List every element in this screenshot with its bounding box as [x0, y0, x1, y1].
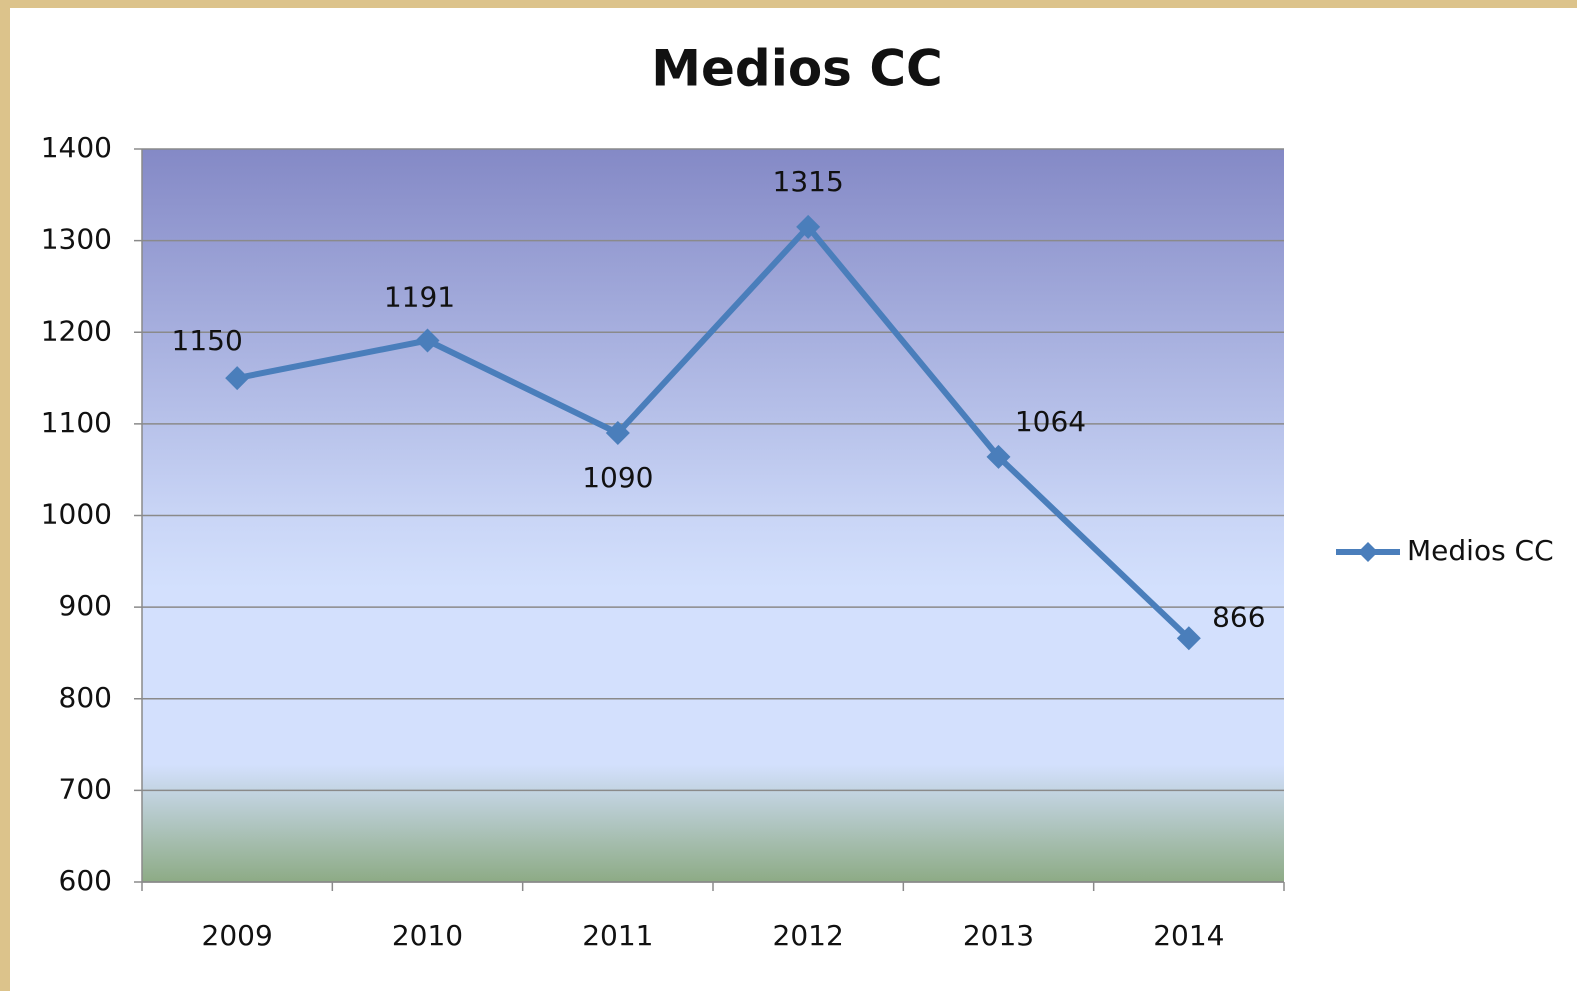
x-tick-label: 2014 [1153, 919, 1224, 952]
data-label: 1064 [1015, 405, 1086, 438]
data-label: 866 [1212, 600, 1265, 633]
data-label: 1191 [384, 280, 455, 313]
x-tick-label: 2009 [202, 919, 273, 952]
chart-title: Medios CC [651, 40, 943, 98]
marker [225, 366, 250, 391]
y-tick-label: 900 [59, 589, 112, 622]
marker [605, 421, 630, 446]
y-tick-label: 1000 [41, 498, 112, 531]
data-label: 1150 [172, 324, 243, 357]
marker [986, 444, 1011, 469]
marker [415, 328, 440, 353]
legend-label: Medios CC [1407, 534, 1554, 567]
y-tick-label: 1300 [41, 223, 112, 256]
marker [796, 214, 821, 239]
y-tick-label: 1100 [41, 406, 112, 439]
series-line [236, 223, 1191, 641]
marker [1176, 626, 1201, 651]
data-label: 1315 [773, 165, 844, 198]
x-tick-label: 2012 [773, 919, 844, 952]
x-tick-label: 2011 [582, 919, 653, 952]
y-tick-label: 800 [59, 681, 112, 714]
y-tick-label: 600 [59, 864, 112, 897]
y-tick-label: 1400 [41, 131, 112, 164]
y-tick-label: 1200 [41, 314, 112, 347]
y-tick-label: 700 [59, 772, 112, 805]
legend-marker [1358, 542, 1378, 562]
x-tick-label: 2010 [392, 919, 463, 952]
data-label: 1090 [582, 461, 653, 494]
x-tick-label: 2013 [963, 919, 1034, 952]
